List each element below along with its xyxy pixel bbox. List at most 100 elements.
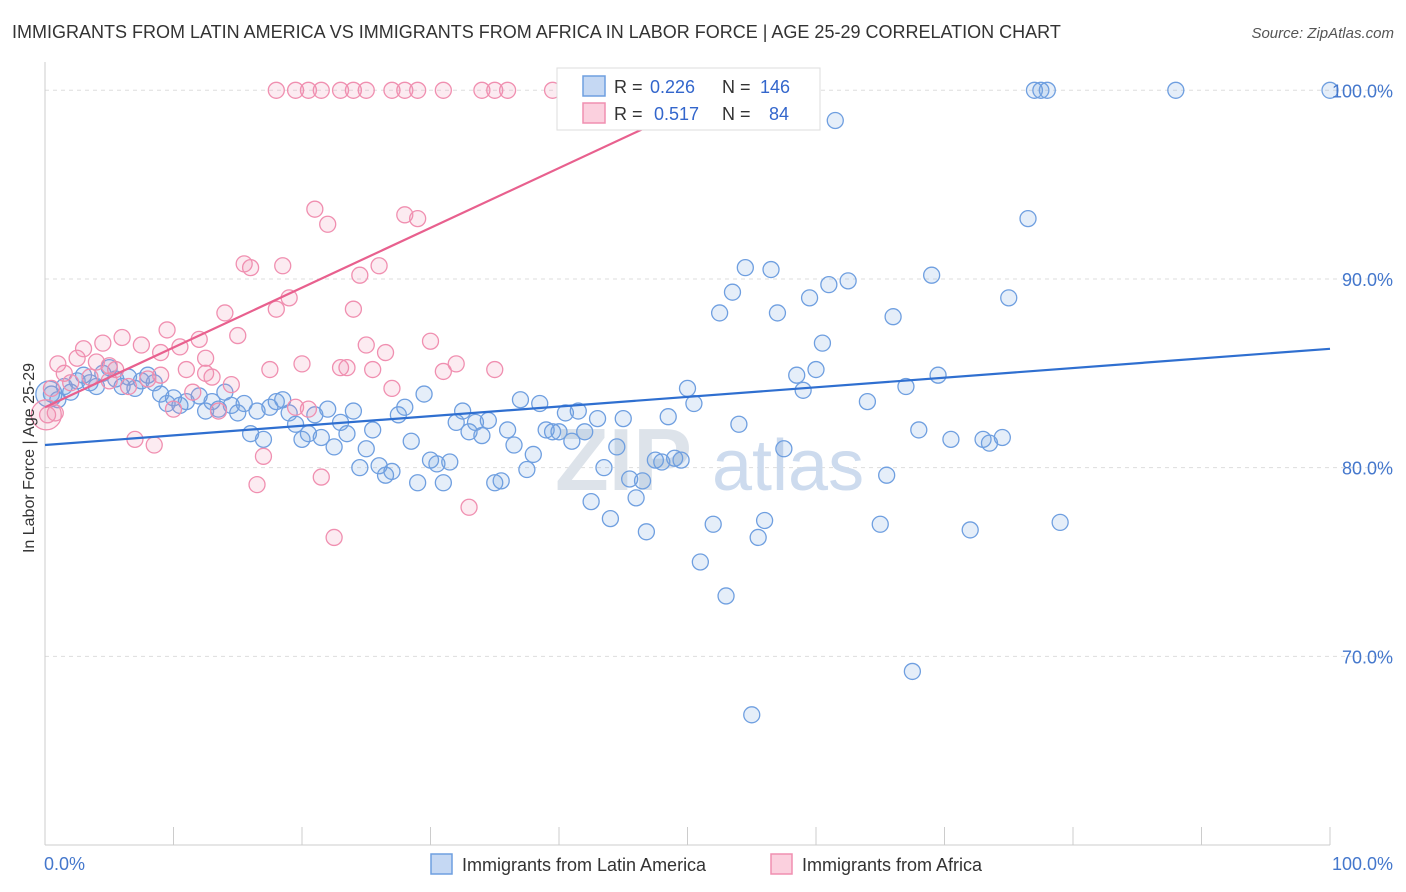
africa-point bbox=[151, 366, 170, 384]
latin-america-point bbox=[550, 423, 568, 441]
latin-america-point bbox=[646, 451, 665, 469]
africa-point bbox=[216, 304, 234, 322]
latin-america-point bbox=[743, 706, 761, 724]
latin-america-point bbox=[325, 438, 343, 456]
latin-america-point bbox=[428, 455, 446, 473]
africa-point bbox=[383, 81, 401, 99]
latin-america-point bbox=[621, 470, 639, 488]
africa-point bbox=[293, 355, 311, 373]
africa-point bbox=[460, 498, 478, 516]
y-tick-label: 90.0% bbox=[1342, 270, 1393, 290]
latin-america-point bbox=[518, 460, 536, 479]
africa-point bbox=[30, 399, 62, 431]
africa-point bbox=[299, 400, 318, 418]
latin-america-point bbox=[351, 459, 369, 477]
latin-america-point bbox=[775, 440, 793, 458]
y-axis-title: In Labor Force | Age 25-29 bbox=[21, 363, 38, 553]
africa-point bbox=[408, 81, 427, 99]
latin-america-point bbox=[1321, 81, 1339, 99]
latin-america-point bbox=[248, 402, 266, 420]
series-latin-america-points bbox=[35, 81, 1339, 724]
latin-america-point bbox=[453, 402, 472, 420]
africa-point bbox=[132, 336, 151, 354]
latin-america-point bbox=[1051, 513, 1069, 532]
axes bbox=[44, 62, 1331, 846]
africa-point bbox=[434, 362, 453, 381]
latin-america-point bbox=[749, 528, 767, 547]
latin-america-point bbox=[653, 453, 671, 471]
stats-legend-swatch-africa bbox=[582, 102, 606, 124]
africa-point bbox=[344, 300, 363, 318]
africa-trendline bbox=[44, 89, 727, 409]
africa-point bbox=[357, 336, 375, 354]
latin-america-point bbox=[871, 515, 889, 533]
latin-america-point bbox=[1025, 81, 1044, 99]
latin-america-point bbox=[788, 366, 806, 384]
latin-america-point bbox=[357, 440, 375, 458]
latin-america-point bbox=[196, 402, 215, 420]
x-tick-label: 0.0% bbox=[44, 854, 85, 874]
latin-america-point bbox=[473, 426, 491, 445]
latin-america-point bbox=[961, 521, 979, 539]
latin-america-point bbox=[505, 436, 523, 454]
africa-point bbox=[306, 200, 324, 218]
africa-point bbox=[357, 81, 375, 99]
latin-america-point bbox=[637, 523, 656, 541]
africa-point bbox=[473, 81, 491, 99]
africa-point bbox=[94, 334, 112, 352]
stats-n-value-1: 146 bbox=[760, 77, 790, 97]
latin-america-point bbox=[582, 492, 600, 511]
latin-america-point bbox=[800, 289, 819, 307]
latin-america-point bbox=[903, 662, 922, 681]
latin-america-point bbox=[588, 409, 607, 428]
stats-n-label-1: N = bbox=[722, 77, 751, 97]
africa-point bbox=[229, 326, 247, 345]
latin-america-point bbox=[1167, 81, 1185, 99]
latin-america-point bbox=[614, 409, 632, 428]
africa-point bbox=[434, 81, 453, 99]
africa-point bbox=[286, 398, 305, 416]
latin-america-point bbox=[601, 509, 620, 528]
latin-america-point bbox=[923, 266, 941, 284]
latin-america-point bbox=[691, 553, 709, 571]
latin-america-point bbox=[755, 511, 774, 530]
trendlines bbox=[44, 89, 1331, 447]
africa-point bbox=[383, 379, 401, 398]
africa-point bbox=[312, 468, 330, 486]
latin-america-point bbox=[364, 421, 382, 439]
latin-america-trendline bbox=[44, 347, 1331, 447]
latin-america-point bbox=[672, 451, 690, 469]
latin-america-point bbox=[897, 377, 915, 396]
latin-america-point bbox=[595, 459, 613, 477]
africa-point bbox=[46, 404, 64, 422]
latin-america-point bbox=[524, 445, 542, 464]
africa-point bbox=[177, 360, 196, 379]
latin-america-point bbox=[441, 453, 459, 471]
latin-america-point bbox=[338, 425, 356, 443]
africa-point bbox=[74, 340, 93, 358]
latin-america-point bbox=[479, 411, 497, 430]
africa-point bbox=[267, 300, 285, 318]
latin-america-point bbox=[813, 334, 832, 352]
latin-america-point bbox=[383, 462, 401, 481]
africa-point bbox=[331, 81, 350, 99]
africa-point bbox=[370, 257, 388, 275]
africa-point bbox=[81, 368, 99, 386]
y-tick-label: 70.0% bbox=[1342, 647, 1393, 667]
africa-point bbox=[184, 383, 202, 401]
africa-point bbox=[119, 377, 138, 396]
africa-point bbox=[408, 209, 427, 228]
latin-america-point bbox=[415, 385, 433, 403]
africa-point bbox=[222, 375, 240, 394]
africa-point bbox=[286, 81, 305, 99]
legend-label-latin-america: Immigrants from Latin America bbox=[462, 855, 707, 875]
africa-point bbox=[338, 359, 356, 377]
latin-america-point bbox=[717, 587, 735, 605]
africa-point bbox=[331, 359, 350, 377]
africa-point bbox=[421, 332, 440, 350]
gridlines bbox=[45, 89, 1390, 657]
bottom-legend: Immigrants from Latin America Immigrants… bbox=[430, 853, 983, 875]
latin-america-point bbox=[254, 430, 273, 448]
latin-america-point bbox=[768, 304, 787, 322]
